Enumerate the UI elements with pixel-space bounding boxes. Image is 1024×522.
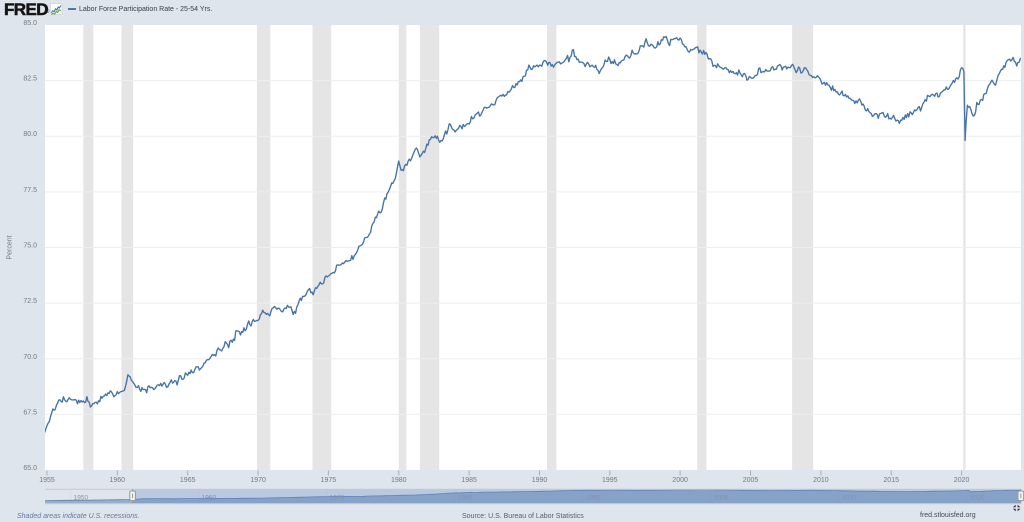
svg-text:1980: 1980 — [458, 495, 473, 502]
svg-text:1955: 1955 — [39, 477, 55, 484]
svg-text:70.0: 70.0 — [23, 354, 37, 361]
svg-text:2010: 2010 — [813, 477, 829, 484]
svg-text:1960: 1960 — [110, 477, 126, 484]
svg-text:1960: 1960 — [202, 495, 217, 502]
svg-text:2005: 2005 — [743, 477, 759, 484]
svg-text:67.5: 67.5 — [23, 409, 37, 416]
svg-text:1965: 1965 — [180, 477, 196, 484]
svg-text:1970: 1970 — [250, 477, 266, 484]
svg-text:82.5: 82.5 — [23, 76, 37, 83]
svg-text:2015: 2015 — [883, 477, 899, 484]
svg-text:65.0: 65.0 — [23, 465, 37, 472]
svg-text:2020: 2020 — [954, 477, 970, 484]
svg-text:1950: 1950 — [74, 495, 89, 502]
svg-text:2020: 2020 — [970, 495, 985, 502]
svg-text:1985: 1985 — [461, 477, 477, 484]
svg-text:Percent: Percent — [7, 235, 14, 259]
svg-text:2000: 2000 — [672, 477, 688, 484]
svg-text:85.0: 85.0 — [23, 20, 37, 27]
svg-text:1990: 1990 — [586, 495, 601, 502]
svg-text:77.5: 77.5 — [23, 187, 37, 194]
svg-text:1975: 1975 — [321, 477, 337, 484]
svg-text:1980: 1980 — [391, 477, 407, 484]
svg-text:1995: 1995 — [602, 477, 618, 484]
svg-text:2010: 2010 — [842, 495, 857, 502]
svg-text:80.0: 80.0 — [23, 131, 37, 138]
svg-text:75.0: 75.0 — [23, 243, 37, 250]
svg-text:72.5: 72.5 — [23, 298, 37, 305]
svg-text:1970: 1970 — [330, 495, 345, 502]
svg-text:1990: 1990 — [532, 477, 548, 484]
svg-text:2000: 2000 — [714, 495, 729, 502]
